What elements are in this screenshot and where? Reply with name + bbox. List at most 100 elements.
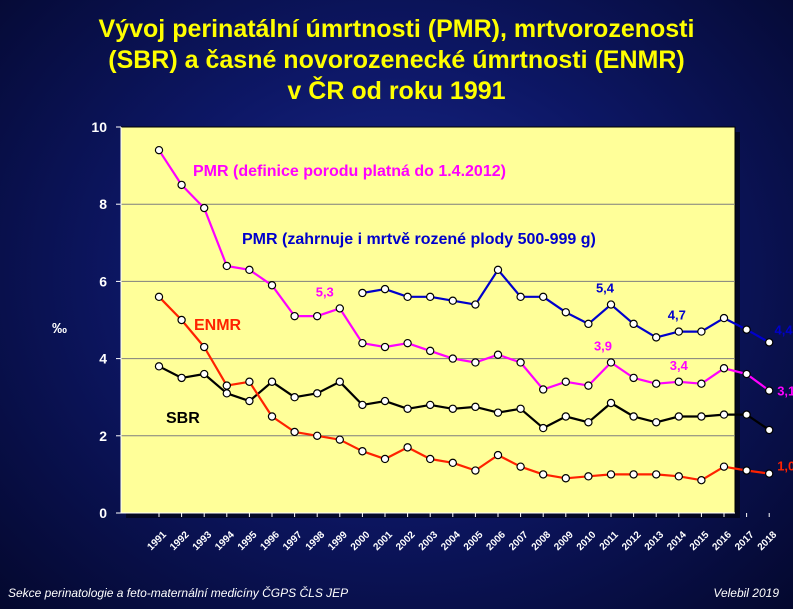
data-point [539,385,548,394]
data-point [493,450,503,460]
data-label: 5,4 [596,281,615,296]
data-point [154,292,164,302]
data-point [606,300,616,309]
data-point [742,466,751,475]
x-tick-label: 1994 [213,529,237,553]
data-point [335,435,344,444]
data-point [765,386,774,395]
data-point [471,300,480,309]
data-point [177,180,186,190]
footer-source: Sekce perinatologie a feto-maternální me… [8,586,349,600]
y-tick-label: 6 [99,273,107,289]
data-point [222,389,231,398]
data-point [674,412,684,421]
data-point [719,410,729,419]
data-point [358,338,367,348]
x-tick-label: 2001 [371,529,395,553]
series-name-label: PMR (definice porodu platná do 1.4.2012) [193,163,506,180]
data-point [313,431,322,440]
data-point [290,393,299,402]
data-point [516,404,525,413]
data-point [516,358,525,367]
x-tick-label: 1997 [281,529,305,553]
data-point [222,381,231,390]
data-point [697,379,706,388]
data-point [245,265,254,275]
data-point [742,369,751,379]
series-name-label: PMR (zahrnuje i mrtvě rozené plody 500-9… [242,231,596,248]
data-point [426,400,435,410]
series-name-label: ENMR [194,317,242,334]
data-point [358,400,367,410]
y-axis-label: ‰ [52,320,67,337]
data-point [606,470,616,479]
series-line-2 [158,365,770,431]
data-point [380,454,390,464]
data-point [765,469,774,478]
data-point [561,377,571,386]
data-point [674,327,684,336]
data-point [154,362,164,371]
data-point [629,373,638,383]
data-label: 3,4 [670,358,689,373]
data-point [448,296,457,305]
x-tick-label: 2010 [575,529,599,553]
data-point [403,338,412,348]
data-point [380,342,390,352]
y-tick-label: 8 [99,196,107,212]
data-point [697,475,706,485]
x-tick-label: 1993 [191,529,215,553]
data-point [403,404,412,413]
data-point [245,377,254,386]
data-point [629,470,638,479]
data-point [403,292,412,302]
data-point [584,418,593,427]
data-point [629,319,638,329]
data-point [719,364,729,373]
x-tick-label: 1992 [168,529,192,553]
data-point [358,288,367,298]
x-tick-label: 1991 [145,529,169,553]
chart-title-line-2: (SBR) a časné novorozenecké úmrtnosti (E… [108,46,685,74]
data-point [199,369,209,379]
data-label: 4,42 [775,322,793,337]
data-point [652,418,661,427]
footer-author: Velebil 2019 [713,586,779,600]
data-point [380,284,390,294]
data-point [584,472,593,481]
x-tick-label: 2000 [349,529,373,553]
data-point [606,358,616,367]
data-point [313,311,322,321]
data-point [493,265,503,275]
data-point [426,454,435,464]
data-label: 3,17 [777,384,793,399]
data-point [471,466,480,475]
data-point [290,311,299,321]
data-point [426,346,435,356]
x-tick-label: 2004 [439,529,463,553]
data-point [154,145,164,155]
data-point [448,458,457,468]
x-tick-label: 2016 [710,529,734,553]
data-point [335,377,344,386]
x-tick-label: 2012 [620,529,644,553]
series-line-0 [158,149,770,392]
data-point [493,408,503,417]
x-tick-label: 2003 [417,529,441,553]
data-point [674,377,684,386]
data-point [742,325,751,334]
data-point [584,381,593,390]
y-tick-label: 0 [99,505,107,521]
data-point [742,410,751,419]
x-tick-label: 2008 [530,529,554,553]
x-tick-label: 2011 [598,529,621,552]
data-point [199,342,209,352]
data-point [380,396,390,406]
y-tick-label: 2 [99,428,107,444]
data-point [765,425,774,435]
x-tick-label: 2014 [665,529,689,553]
data-point [493,350,503,359]
data-point [267,377,277,386]
data-point [652,333,661,342]
chart-title-line-3: v ČR od roku 1991 [287,77,506,105]
